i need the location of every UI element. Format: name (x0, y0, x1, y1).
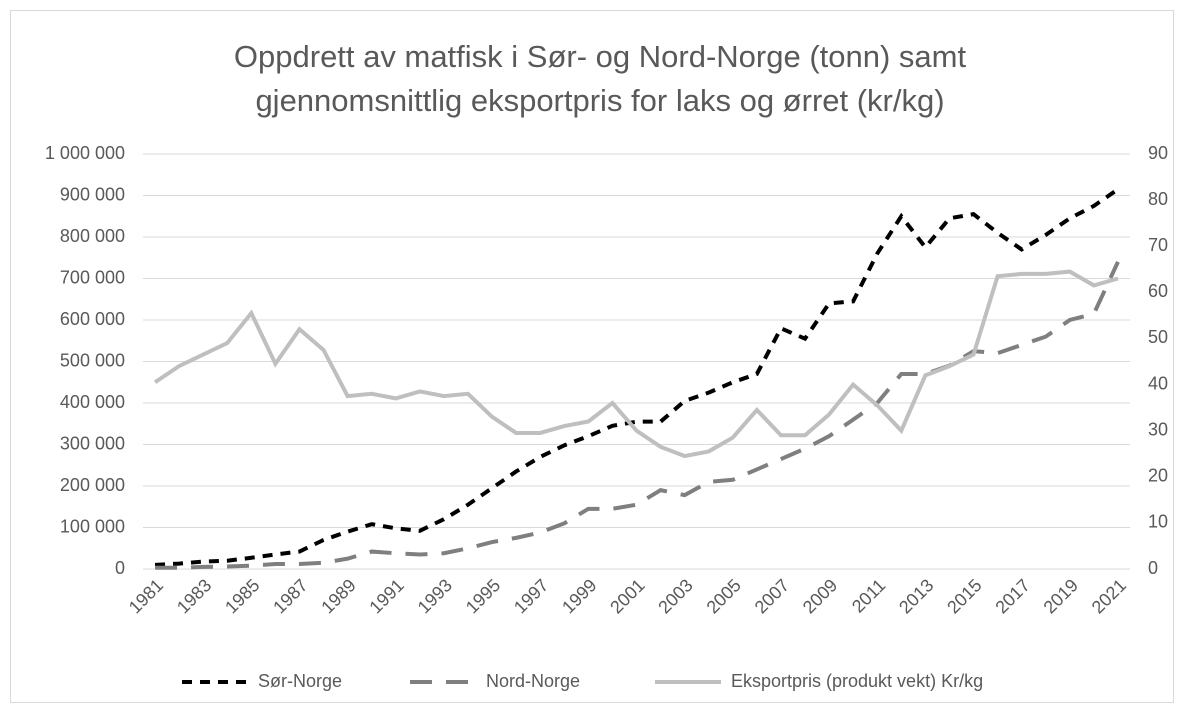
chart-border (10, 10, 1174, 703)
y2-tick-label: 90 (1148, 143, 1168, 163)
y-tick-label: 200 000 (60, 475, 125, 495)
legend-label: Sør-Norge (258, 671, 342, 691)
y-tick-label: 900 000 (60, 184, 125, 204)
y2-tick-label: 40 (1148, 373, 1168, 393)
series-line (154, 187, 1120, 567)
chart-title: Oppdrett av matfisk i Sør- og Nord-Norge… (234, 39, 967, 74)
y2-tick-label: 30 (1148, 419, 1168, 439)
series-line (153, 269, 1119, 459)
y2-tick-label: 0 (1148, 558, 1158, 578)
legend-label: Eksportpris (produkt vekt) Kr/kg (731, 671, 983, 691)
y-tick-label: 600 000 (60, 309, 125, 329)
legend-label: Nord-Norge (486, 671, 580, 691)
y-tick-label: 400 000 (60, 392, 125, 412)
y-tick-label: 800 000 (60, 226, 125, 246)
y-tick-label: 500 000 (60, 350, 125, 370)
series-line (155, 261, 1120, 570)
y-tick-label: 300 000 (60, 433, 125, 453)
y2-tick-label: 60 (1148, 281, 1168, 301)
y-tick-label: 0 (115, 558, 125, 578)
y2-tick-label: 10 (1148, 512, 1168, 532)
y-tick-label: 700 000 (60, 267, 125, 287)
y2-tick-label: 20 (1148, 466, 1168, 486)
y2-tick-label: 50 (1148, 327, 1168, 347)
chart-title: gjennomsnittlig eksportpris for laks og … (255, 83, 944, 118)
y2-tick-label: 80 (1148, 189, 1168, 209)
y-tick-label: 1 000 000 (45, 143, 125, 163)
y2-tick-label: 70 (1148, 235, 1168, 255)
y-tick-label: 100 000 (60, 516, 125, 536)
